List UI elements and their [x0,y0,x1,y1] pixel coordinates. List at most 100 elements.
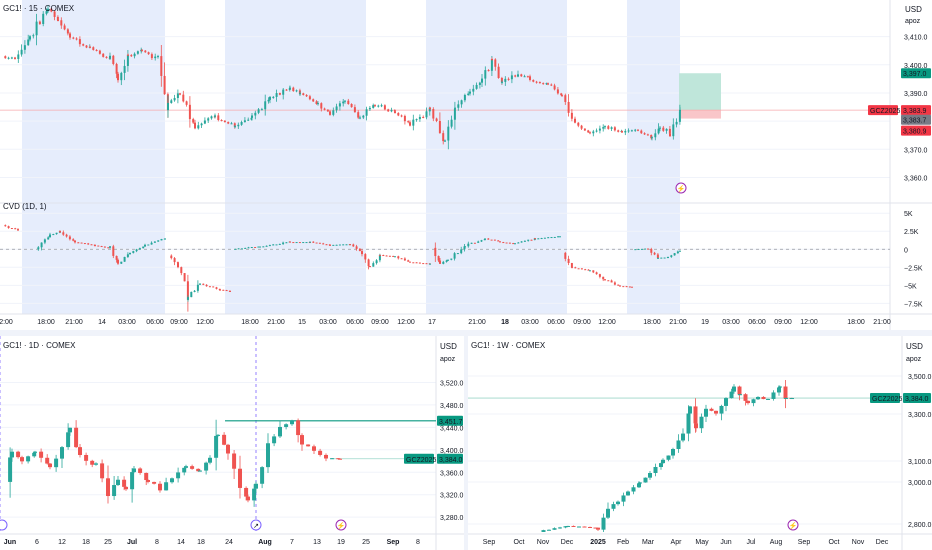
cvd-candle [352,244,355,247]
cvd-candle [634,249,637,251]
cvd-candle [14,228,17,230]
pane-divider[interactable] [0,330,932,336]
cvd-candle [183,273,186,282]
daily-chart-pane[interactable]: 3,520.0 3,480.0 3,440.0 3,400.0 3,360.0 3,320… [0,336,464,550]
main-chart-canvas[interactable]: 3,410.03,400.03,390.03,380.03,370.03,360… [0,0,932,330]
price-axis-tick: 3,400.0 [904,63,927,70]
price-candle [130,55,133,57]
cvd-candle [442,261,445,264]
event-arrow-icon[interactable] [250,519,262,531]
daily-chart-canvas[interactable]: 3,520.0 3,480.0 3,440.0 3,400.0 3,360.0 3,320… [0,336,464,550]
cvd-candle [523,240,526,242]
cvd-candle [589,270,591,272]
cvd-candle [275,244,278,246]
daily-candle [54,458,59,468]
weekly-axis-tick: 2,800.0 [908,522,931,529]
cvd-candle [445,260,448,262]
event-lightning-icon[interactable] [787,519,799,531]
cvd-candle [349,244,351,246]
daily-candle [222,434,227,445]
main-currency-label: USD [905,5,922,14]
time-axis-label: 03:00 [118,319,136,326]
price-candle [157,56,159,58]
price-candle [4,56,7,59]
weekly-candle [686,413,691,434]
price-candle [556,89,559,94]
price-candle [192,119,195,123]
weekly-axis-tick: 3,300.0 [908,412,931,419]
weekly-currency-label: USD [906,342,923,351]
weekly-chart-title: GC1! · 1W · COMEX [471,341,546,350]
price-candle [400,115,403,117]
daily-candle [260,467,265,484]
price-candle [383,105,386,110]
cvd-candle [543,237,546,239]
cvd-candle [637,248,640,250]
price-candle [27,39,30,46]
price-candle [282,89,285,95]
cvd-candle [425,263,428,265]
cvd-candle [477,241,480,243]
daily-candle [336,458,341,460]
price-candle [637,129,639,131]
symbol-tag-text: GCZ2025 [870,108,900,115]
weekly-candle [643,477,648,483]
event-icon[interactable] [0,519,8,531]
session-highlight-3 [627,0,680,314]
price-candle [429,107,431,110]
cvd-candle [480,240,483,242]
cvd-candle [640,248,643,250]
cvd-candle [499,241,501,243]
daily-axis-tick: 3,400.0 [440,448,463,455]
price-candle [380,105,383,107]
daily-candle [306,444,311,447]
vertical-pane-divider[interactable] [464,336,468,550]
price-candle [60,20,63,26]
daily-candle [94,463,98,465]
price-candle [387,109,390,112]
weekly-candle [621,495,626,502]
price-candle [460,100,463,105]
daily-axis-tick: 3,480.0 [440,403,463,410]
price-candle [598,128,601,131]
position-target-zone[interactable] [679,73,721,111]
event-lightning-icon[interactable] [675,182,687,194]
weekly-candle [601,517,606,530]
price-candle [350,103,353,108]
price-candle [302,93,305,95]
cvd-candle [268,245,271,247]
daily-candle [16,451,21,458]
price-candle [299,93,301,95]
cvd-candle [150,242,153,245]
cvd-candle [215,287,218,289]
weekly-chart-canvas[interactable]: 3,500.0 3,300.0 3,100.0 3,000.0 2,800.0 GCZ20… [468,336,932,550]
cvd-candle [187,297,189,300]
event-lightning-icon[interactable] [335,519,347,531]
price-candle [17,54,20,59]
daily-candle [238,468,242,488]
time-axis-label: 09:00 [573,319,591,326]
price-candle [529,76,531,80]
cvd-candle [447,259,449,261]
cvd-candle [372,263,375,267]
weekly-time-label: Dec [876,539,889,546]
cvd-candle [564,252,567,259]
cvd-candle [422,263,425,265]
weekly-candle [729,391,734,399]
price-candle [141,49,143,51]
main-chart-pane[interactable]: 3,410.03,400.03,390.03,380.03,370.03,360… [0,0,932,330]
weekly-candle [704,408,708,417]
cvd-candle [199,283,201,285]
cvd-candle [537,238,540,240]
weekly-chart-pane[interactable]: 3,500.0 3,300.0 3,100.0 3,000.0 2,800.0 GCZ20… [468,336,932,550]
cvd-candle [434,247,437,257]
cvd-candle [453,253,456,259]
cvd-candle [157,240,160,242]
cvd-candle [135,249,138,252]
time-axis-label: 21:00 [873,319,891,326]
cvd-candle [557,236,560,238]
price-candle [342,101,345,104]
cvd-candle [483,238,486,241]
position-stop-zone[interactable] [679,110,721,119]
weekly-candle [648,472,652,478]
